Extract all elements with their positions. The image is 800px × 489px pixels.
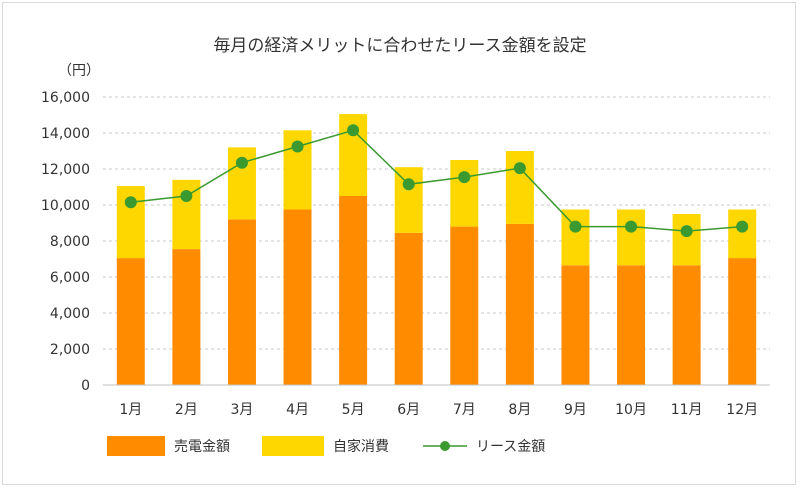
- y-tick-label: 10,000: [41, 198, 90, 214]
- bar-self-consumption: [505, 151, 534, 224]
- bar-sales: [283, 209, 312, 385]
- lease-point: [291, 140, 304, 153]
- x-axis-ticks: 1月 2月 3月 4月 5月 6月 7月 8月 9月 10月 11月 12月: [119, 402, 758, 418]
- bar-sales: [339, 196, 368, 385]
- x-tick-label: 6月: [397, 402, 420, 418]
- lease-point: [180, 190, 193, 202]
- lease-point: [736, 220, 749, 233]
- y-tick-label: 14,000: [41, 126, 90, 142]
- x-tick-label: 1月: [119, 402, 142, 418]
- bars: [116, 114, 757, 385]
- y-tick-label: 0: [81, 378, 90, 394]
- legend-lease: リース金額: [423, 439, 545, 455]
- bar-sales: [227, 219, 256, 385]
- legend-sales: 売電金額: [107, 436, 230, 456]
- legend-swatch: [262, 436, 324, 456]
- bar-sales: [116, 258, 145, 385]
- y-tick-label: 8,000: [50, 234, 90, 250]
- bar-sales: [728, 258, 757, 385]
- legend-label: 売電金額: [174, 439, 230, 455]
- y-tick-label: 16,000: [41, 90, 90, 106]
- legend: 売電金額 自家消費 リース金額: [107, 436, 545, 456]
- bar-self-consumption: [672, 214, 701, 266]
- bar-sales: [394, 232, 423, 385]
- bar-sales: [172, 249, 201, 385]
- x-tick-label: 7月: [453, 402, 476, 418]
- x-tick-label: 8月: [508, 402, 531, 418]
- chart-title: 毎月の経済メリットに合わせたリース金額を設定: [213, 36, 586, 56]
- bar-self-consumption: [561, 209, 590, 266]
- y-tick-label: 12,000: [41, 162, 90, 178]
- lease-point: [124, 196, 137, 209]
- lease-point: [347, 124, 360, 137]
- bar-sales: [617, 265, 646, 385]
- bar-sales: [672, 265, 701, 385]
- legend-swatch: [107, 436, 165, 456]
- x-tick-label: 3月: [230, 402, 253, 418]
- lease-point: [402, 178, 415, 191]
- x-tick-label: 2月: [175, 402, 198, 418]
- lease-point: [235, 156, 248, 169]
- y-axis-ticks: 0 2,000 4,000 6,000 8,000 10,000 12,000 14,000 1…: [41, 90, 90, 394]
- lease-point: [458, 171, 471, 184]
- y-tick-label: 2,000: [50, 342, 90, 358]
- gridlines: [103, 96, 770, 350]
- x-tick-label: 12月: [726, 402, 758, 418]
- legend-label: 自家消費: [333, 438, 389, 455]
- y-tick-label: 6,000: [50, 270, 90, 286]
- x-tick-label: 9月: [564, 402, 587, 418]
- x-tick-label: 10月: [615, 402, 647, 418]
- y-unit-label: （円）: [58, 63, 100, 79]
- bar-sales: [450, 226, 479, 385]
- y-tick-label: 4,000: [50, 306, 90, 322]
- legend-swatch-point: [440, 441, 450, 451]
- x-tick-label: 4月: [286, 402, 309, 418]
- bar-sales: [561, 265, 590, 385]
- bar-self-consumption: [728, 209, 757, 259]
- line-series: [124, 124, 749, 238]
- lease-line: [130, 129, 743, 232]
- bar-sales: [505, 223, 534, 385]
- bar-self-consumption: [394, 167, 423, 233]
- lease-point: [513, 162, 526, 175]
- legend-self-consumption: 自家消費: [262, 436, 389, 456]
- legend-label: リース金額: [476, 439, 545, 455]
- x-tick-label: 5月: [342, 402, 365, 418]
- lease-point: [680, 225, 693, 238]
- bar-self-consumption: [617, 209, 646, 266]
- lease-point: [625, 220, 638, 233]
- lease-point: [569, 220, 582, 233]
- x-tick-label: 11月: [671, 402, 703, 418]
- bar-self-consumption: [450, 160, 479, 227]
